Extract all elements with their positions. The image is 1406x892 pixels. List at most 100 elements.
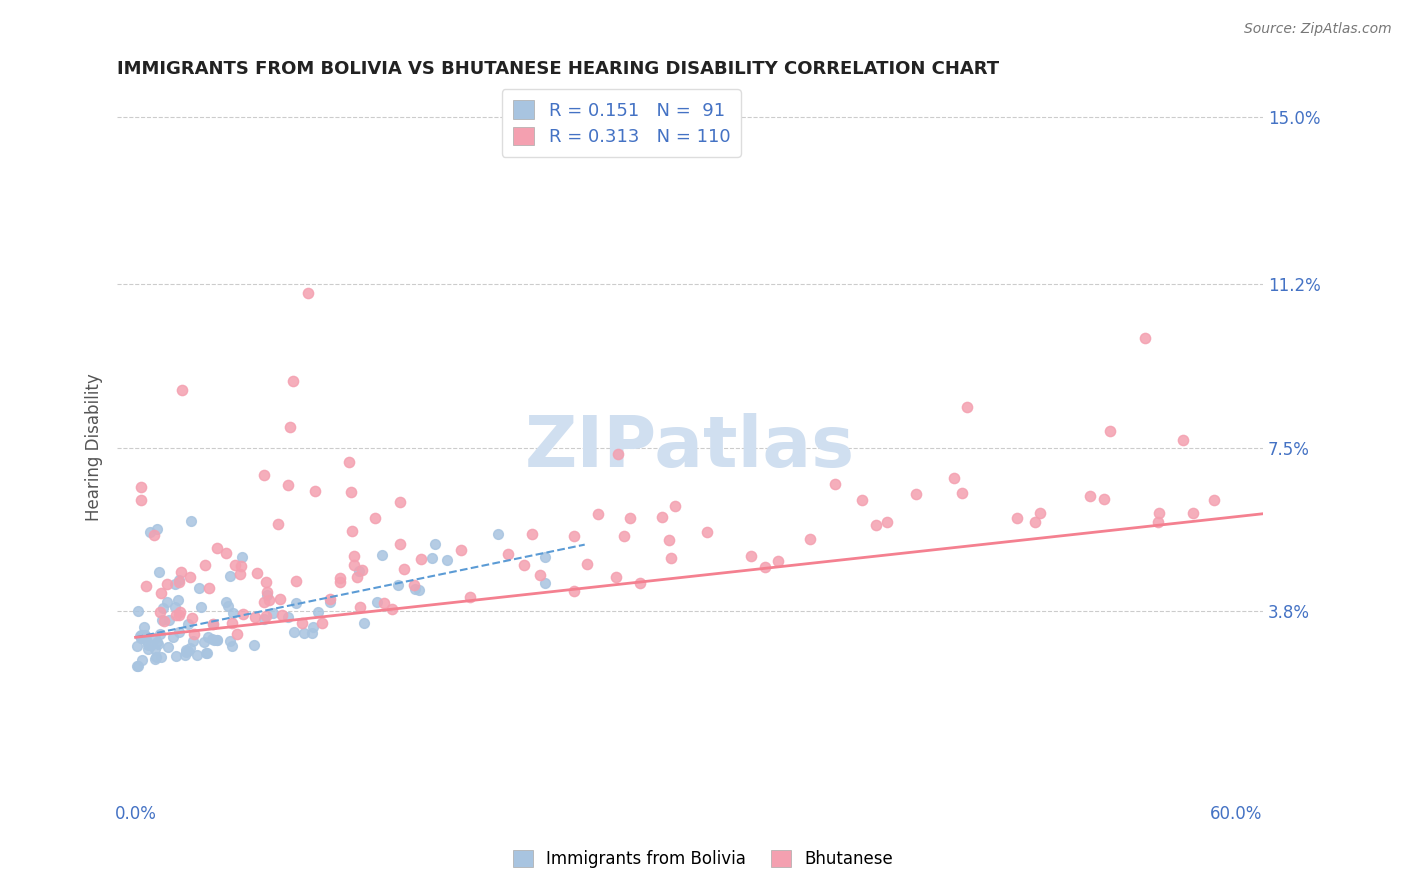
Point [127,639,149,653]
Point [534,575,557,590]
Y-axis label: Hearing Disability: Hearing Disability [86,374,103,522]
Point [229,566,252,581]
Point [956,400,979,414]
Point [366,595,388,609]
Point [145,634,167,648]
Point [329,571,352,585]
Point [340,524,363,539]
Point [146,523,169,537]
Point [149,605,172,619]
Point [605,570,627,584]
Point [436,553,458,567]
Point [350,563,373,577]
Point [754,560,776,574]
Legend: Immigrants from Bolivia, Bhutanese: Immigrants from Bolivia, Bhutanese [506,843,900,875]
Point [950,486,973,500]
Point [319,592,342,607]
Point [180,611,202,625]
Point [371,548,394,562]
Point [404,578,426,592]
Point [135,633,157,648]
Point [256,585,278,599]
Point [143,652,166,666]
Point [127,659,149,673]
Point [217,599,239,613]
Point [533,550,555,565]
Point [619,511,641,525]
Point [129,631,152,645]
Point [628,575,651,590]
Point [651,510,673,524]
Point [198,581,221,595]
Point [768,554,790,568]
Point [136,638,159,652]
Point [141,638,163,652]
Point [1147,506,1170,520]
Point [1029,507,1052,521]
Point [562,529,585,543]
Point [202,632,225,647]
Point [205,633,228,648]
Point [243,610,266,624]
Point [404,582,426,596]
Point [389,494,412,508]
Point [170,565,193,579]
Point [311,616,333,631]
Point [257,593,280,607]
Point [129,628,152,642]
Point [131,653,153,667]
Point [129,480,152,494]
Point [197,630,219,644]
Point [135,579,157,593]
Point [156,640,179,655]
Point [343,558,366,573]
Point [420,550,443,565]
Point [1078,489,1101,503]
Point [146,637,169,651]
Point [176,617,198,632]
Point [201,616,224,631]
Point [252,468,274,483]
Point [411,552,433,566]
Point [143,642,166,657]
Point [606,447,628,461]
Point [307,605,329,619]
Point [1182,506,1205,520]
Point [219,569,242,583]
Point [297,286,319,301]
Point [269,592,291,607]
Text: Source: ZipAtlas.com: Source: ZipAtlas.com [1244,22,1392,37]
Point [564,584,586,599]
Point [127,604,149,618]
Point [134,629,156,643]
Point [142,527,165,541]
Point [225,626,247,640]
Point [529,568,551,582]
Point [174,642,197,657]
Point [513,558,536,572]
Point [285,597,308,611]
Point [292,626,315,640]
Point [1092,491,1115,506]
Point [194,646,217,660]
Point [150,585,173,599]
Point [284,574,307,588]
Point [183,627,205,641]
Point [283,624,305,639]
Point [301,620,323,634]
Point [148,565,170,579]
Point [253,611,276,625]
Point [389,537,412,551]
Point [347,564,370,578]
Point [194,558,217,573]
Point [200,632,222,646]
Point [173,648,195,663]
Point [169,605,191,619]
Point [865,518,887,533]
Point [576,557,599,571]
Point [496,547,519,561]
Point [186,648,208,662]
Point [150,650,173,665]
Point [851,492,873,507]
Point [215,546,238,560]
